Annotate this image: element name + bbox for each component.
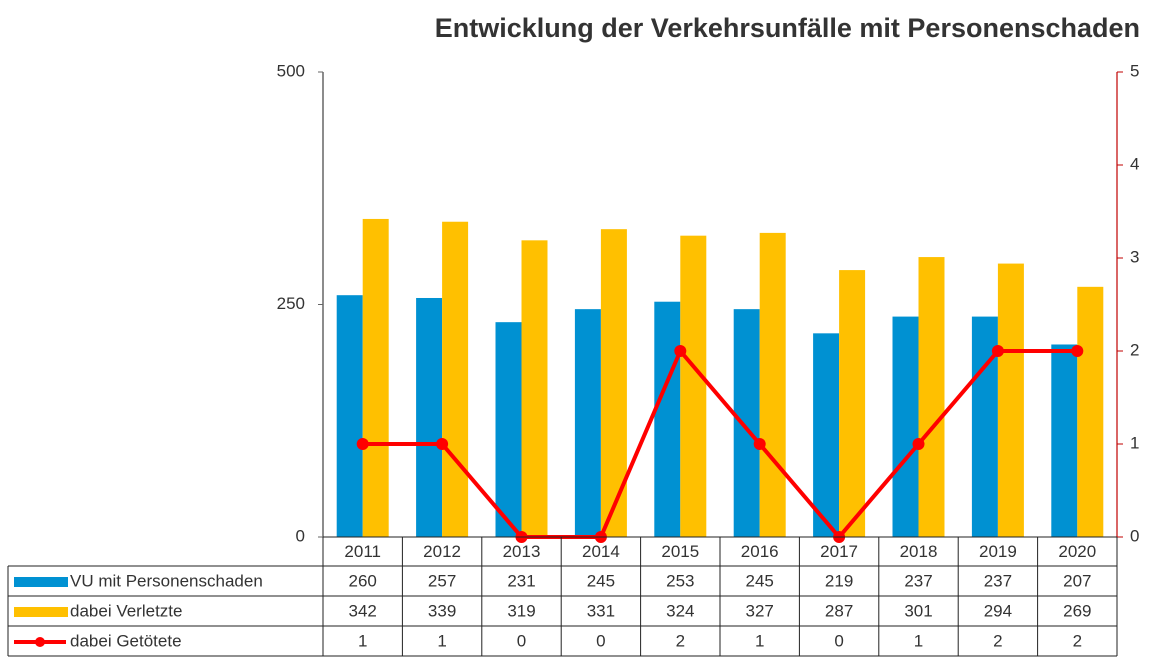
legend-label: VU mit Personenschaden: [70, 571, 263, 590]
table-value: 2: [676, 631, 685, 650]
bar: [521, 240, 548, 537]
bar: [654, 301, 681, 537]
x-tick-label: 2020: [1058, 542, 1096, 561]
table-value: 301: [904, 601, 932, 620]
x-tick-label: 2013: [503, 542, 541, 561]
table-value: 207: [1063, 571, 1091, 590]
table-value: 237: [904, 571, 932, 590]
table-value: 1: [755, 631, 764, 650]
line-point: [1071, 345, 1084, 357]
x-tick-label: 2016: [741, 542, 779, 561]
x-tick-label: 2011: [344, 542, 381, 561]
x-tick-label: 2019: [979, 542, 1017, 561]
line-series: [362, 347, 1078, 541]
line-point: [912, 438, 925, 450]
y2-tick-label: 3: [1130, 247, 1139, 266]
line-point: [991, 345, 1004, 357]
table-value: 1: [437, 631, 446, 650]
y-tick-label: 250: [277, 294, 305, 313]
bar: [759, 232, 786, 537]
bar: [1077, 286, 1104, 537]
line-point: [436, 438, 449, 450]
table-value: 0: [596, 631, 605, 650]
table-value: 245: [587, 571, 615, 590]
table-value: 257: [428, 571, 456, 590]
bar: [600, 229, 627, 538]
y2-tick-label: 2: [1130, 340, 1139, 359]
table-value: 339: [428, 601, 456, 620]
legend-label: dabei Getötete: [70, 631, 182, 650]
bar: [495, 322, 522, 537]
table-value: 253: [666, 571, 694, 590]
table-value: 260: [349, 571, 377, 590]
legend-swatch: [14, 577, 68, 587]
line-point: [753, 438, 766, 450]
table-value: 219: [825, 571, 853, 590]
bar: [839, 270, 866, 537]
table-value: 1: [914, 631, 923, 650]
legend-swatch: [35, 637, 45, 647]
x-tick-label: 2014: [582, 542, 620, 561]
x-tick-label: 2017: [820, 542, 858, 561]
bar: [362, 218, 389, 537]
x-tick-label: 2018: [900, 542, 938, 561]
table-value: 287: [825, 601, 853, 620]
table-value: 342: [349, 601, 377, 620]
table-value: 324: [666, 601, 694, 620]
bar: [416, 297, 443, 537]
table-value: 245: [746, 571, 774, 590]
bar: [336, 295, 363, 537]
chart-title: Entwicklung der Verkehrsunfälle mit Pers…: [435, 13, 1140, 43]
bar: [813, 333, 840, 537]
table-value: 237: [984, 571, 1012, 590]
y2-tick-label: 1: [1130, 433, 1139, 452]
bar: [442, 221, 469, 538]
bar: [892, 316, 919, 537]
table-value: 0: [517, 631, 526, 650]
y2-tick-label: 5: [1130, 61, 1139, 80]
table-value: 294: [984, 601, 1012, 620]
table-value: 269: [1063, 601, 1091, 620]
line-point: [356, 438, 369, 450]
table-value: 1: [358, 631, 367, 650]
y2-tick-label: 4: [1130, 154, 1139, 173]
x-tick-label: 2012: [423, 542, 461, 561]
x-tick-label: 2015: [661, 542, 699, 561]
table-value: 319: [507, 601, 535, 620]
legend-swatch: [14, 607, 68, 617]
table-value: 0: [834, 631, 843, 650]
y-tick-label: 500: [277, 61, 305, 80]
table-value: 231: [507, 571, 535, 590]
bar: [918, 257, 945, 537]
legend-label: dabei Verletzte: [70, 601, 182, 620]
bar: [733, 309, 760, 537]
bar: [1051, 344, 1078, 537]
table-value: 2: [1073, 631, 1082, 650]
bar: [680, 235, 707, 537]
y-tick-label: 0: [296, 526, 305, 545]
y2-tick-label: 0: [1130, 526, 1139, 545]
bar: [574, 309, 601, 537]
table-value: 2: [993, 631, 1002, 650]
bar: [997, 263, 1024, 537]
table-value: 331: [587, 601, 615, 620]
table-value: 327: [746, 601, 774, 620]
line-point: [674, 345, 687, 357]
